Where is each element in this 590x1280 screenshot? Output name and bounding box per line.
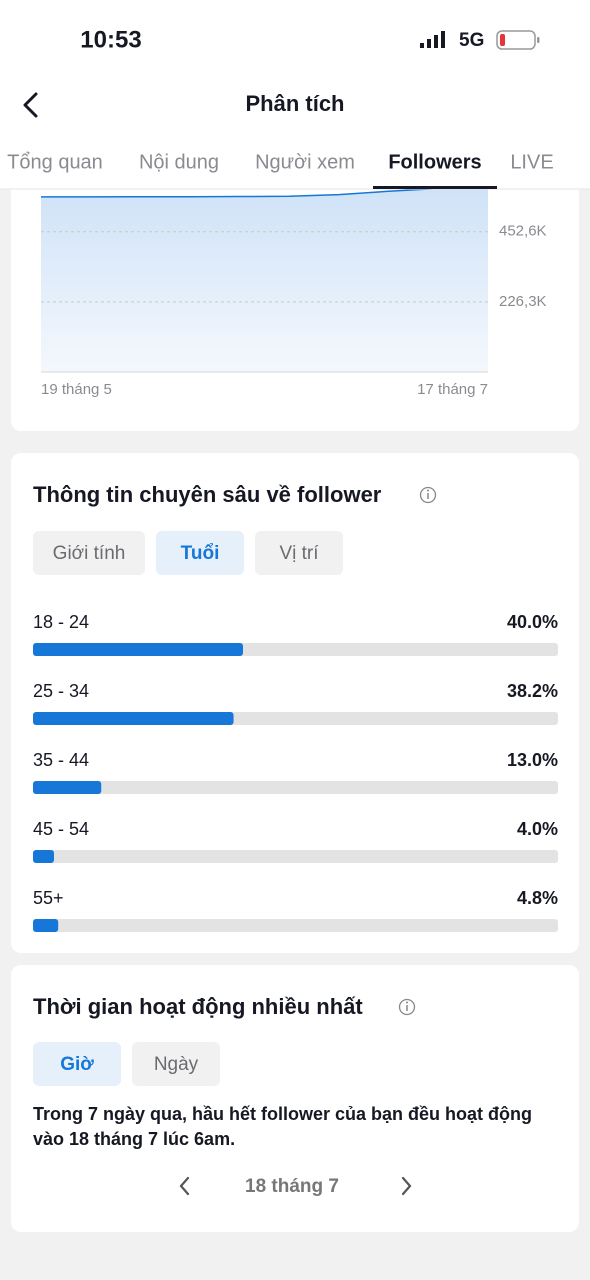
tab[interactable]: Nội dung: [139, 151, 219, 173]
filter-button[interactable]: [255, 531, 343, 575]
x-tick-label: 17 tháng 7: [417, 381, 488, 398]
bar-track: [33, 781, 558, 794]
filter-label: Ngày: [154, 1054, 199, 1075]
prev-button[interactable]: [179, 1176, 190, 1196]
line: [41, 185, 489, 198]
tab[interactable]: Tổng quan: [7, 151, 103, 173]
top-bar: [0, 0, 590, 189]
value-label: 38.2%: [507, 681, 558, 701]
card: [11, 453, 579, 953]
filter-button[interactable]: [156, 531, 244, 575]
bar-track: [33, 919, 558, 932]
filter-button[interactable]: [33, 531, 145, 575]
category-label: 35 - 44: [33, 750, 89, 770]
date-label: 18 tháng 7: [245, 1176, 339, 1197]
info-icon[interactable]: [398, 998, 416, 1016]
category-label: 25 - 34: [33, 681, 89, 701]
tab[interactable]: Người xem: [255, 151, 355, 173]
page-title: Phân tích: [245, 91, 344, 116]
filter-label: Giới tính: [53, 543, 126, 564]
battery-icon: [496, 30, 540, 50]
card-title: Thời gian hoạt động nhiều nhất: [33, 994, 363, 1019]
bar: [33, 643, 243, 656]
next-button[interactable]: [401, 1176, 412, 1196]
card-title: Thông tin chuyên sâu về follower: [33, 482, 382, 507]
network: 5G: [459, 30, 484, 51]
value-label: 4.0%: [517, 819, 558, 839]
tab-indicator: [373, 186, 497, 189]
signal-icon: [420, 31, 445, 48]
bar: [33, 781, 102, 794]
tab[interactable]: LIVE: [510, 151, 553, 173]
tab[interactable]: Followers: [388, 151, 481, 173]
x-tick-label: 19 tháng 5: [41, 381, 112, 398]
time: 10:53: [80, 26, 141, 53]
summary: Trong 7 ngày qua, hầu hết follower của b…: [33, 1104, 533, 1149]
area-fill: [41, 186, 488, 372]
back-button[interactable]: [23, 92, 38, 118]
card: [11, 965, 579, 1232]
y-tick-label: 452,6K: [499, 223, 547, 240]
info-icon: [427, 489, 429, 492]
value-label: 40.0%: [507, 612, 558, 632]
value-label: 4.8%: [517, 888, 558, 908]
bar: [33, 712, 234, 725]
bar-track: [33, 850, 558, 863]
category-label: 45 - 54: [33, 819, 89, 839]
info-icon: [406, 1001, 408, 1004]
value-label: 13.0%: [507, 750, 558, 770]
filter-label: Giờ: [60, 1054, 94, 1075]
filter-button[interactable]: [33, 1042, 121, 1086]
y-tick-label: 226,3K: [499, 293, 547, 310]
filter-label: Vị trí: [279, 543, 319, 564]
filter-label: Tuổi: [181, 543, 220, 564]
info-icon[interactable]: [419, 486, 437, 504]
filter-button[interactable]: [132, 1042, 220, 1086]
bar: [33, 919, 59, 932]
category-label: 55+: [33, 888, 64, 908]
category-label: 18 - 24: [33, 612, 89, 632]
bar: [33, 850, 54, 863]
